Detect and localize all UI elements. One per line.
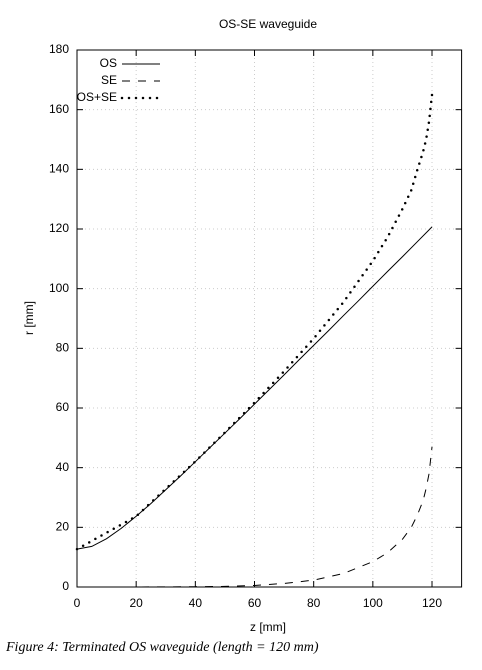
x-tick-label: 100 bbox=[363, 596, 383, 610]
x-tick-label: 60 bbox=[248, 596, 262, 610]
data-line bbox=[75, 93, 434, 551]
legend-label: SE bbox=[101, 73, 117, 87]
plot-frame bbox=[76, 49, 463, 588]
x-tick-label: 120 bbox=[422, 596, 442, 610]
legend-label: OS+SE bbox=[77, 90, 117, 104]
x-tick-label: 80 bbox=[307, 596, 321, 610]
y-tick-label: 0 bbox=[62, 579, 69, 593]
y-tick-label: 140 bbox=[49, 162, 69, 176]
y-tick-label: 40 bbox=[56, 460, 70, 474]
x-tick-label: 20 bbox=[129, 596, 143, 610]
caption: Figure 4: Terminated OS waveguide (lengt… bbox=[5, 640, 319, 655]
x-tick-label: 0 bbox=[74, 596, 81, 610]
legend-label: OS bbox=[100, 56, 117, 70]
x-tick-label: 40 bbox=[189, 596, 203, 610]
chart-title: OS-SE waveguide bbox=[219, 17, 317, 31]
x-axis-label: z [mm] bbox=[250, 620, 286, 634]
y-tick-label: 120 bbox=[49, 221, 69, 235]
y-tick-label: 20 bbox=[56, 520, 70, 534]
y-tick-label: 160 bbox=[49, 102, 69, 116]
data-line bbox=[77, 446, 433, 588]
y-tick-label: 80 bbox=[56, 341, 70, 355]
data-line bbox=[76, 226, 433, 550]
y-tick-label: 60 bbox=[56, 400, 70, 414]
y-tick-label: 180 bbox=[49, 42, 69, 56]
y-axis-label: r [mm] bbox=[22, 301, 36, 335]
y-tick-label: 100 bbox=[49, 281, 69, 295]
